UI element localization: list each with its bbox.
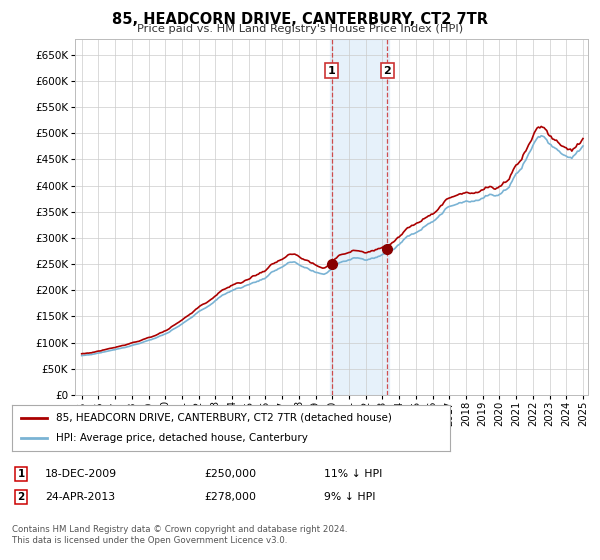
Text: Contains HM Land Registry data © Crown copyright and database right 2024.
This d: Contains HM Land Registry data © Crown c… <box>12 525 347 545</box>
Text: 9% ↓ HPI: 9% ↓ HPI <box>324 492 376 502</box>
Text: 2: 2 <box>383 66 391 76</box>
Text: £250,000: £250,000 <box>204 469 256 479</box>
Text: £278,000: £278,000 <box>204 492 256 502</box>
Text: 18-DEC-2009: 18-DEC-2009 <box>45 469 117 479</box>
Text: 1: 1 <box>328 66 335 76</box>
Text: 85, HEADCORN DRIVE, CANTERBURY, CT2 7TR: 85, HEADCORN DRIVE, CANTERBURY, CT2 7TR <box>112 12 488 27</box>
Text: 2: 2 <box>17 492 25 502</box>
Text: 24-APR-2013: 24-APR-2013 <box>45 492 115 502</box>
Text: 85, HEADCORN DRIVE, CANTERBURY, CT2 7TR (detached house): 85, HEADCORN DRIVE, CANTERBURY, CT2 7TR … <box>56 413 392 423</box>
Text: 1: 1 <box>17 469 25 479</box>
Text: HPI: Average price, detached house, Canterbury: HPI: Average price, detached house, Cant… <box>56 433 308 443</box>
Text: Price paid vs. HM Land Registry's House Price Index (HPI): Price paid vs. HM Land Registry's House … <box>137 24 463 34</box>
Text: 11% ↓ HPI: 11% ↓ HPI <box>324 469 382 479</box>
Bar <box>330 39 389 395</box>
